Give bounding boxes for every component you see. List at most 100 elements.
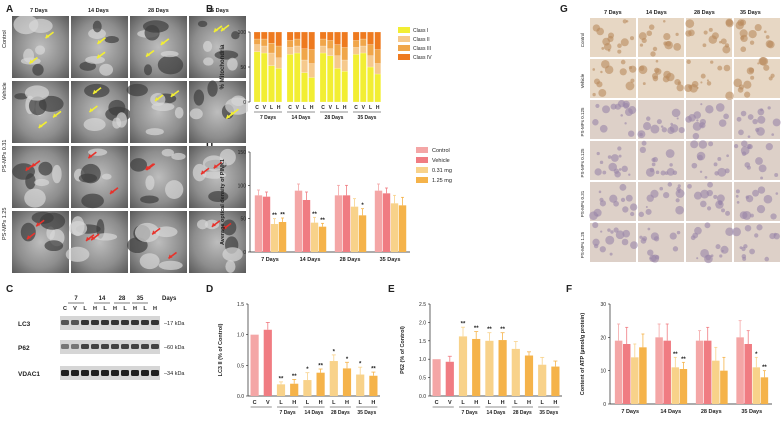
ihc-cell [774, 173, 779, 177]
blot-band [121, 320, 129, 325]
significance-star: ** [292, 374, 297, 380]
ihc-cell [746, 165, 751, 170]
b-bar-segment [367, 31, 374, 45]
ihc-cell [758, 164, 767, 173]
b-bar-segment [360, 38, 367, 47]
ihc-cell [723, 64, 731, 72]
tem-organelle [204, 219, 220, 230]
y-tick-label: 150 [238, 150, 247, 156]
tem-organelle [139, 253, 160, 270]
ihc-cell [647, 249, 654, 256]
b-y-tick-label: 0 [243, 100, 246, 106]
arrowhead-icon [109, 189, 114, 194]
tem-organelle [99, 63, 114, 76]
ihc-cell [596, 151, 600, 156]
bar [398, 205, 407, 252]
ihc-cell [769, 233, 776, 240]
group-label: 7 Days [462, 410, 478, 416]
ihc-cell [640, 238, 647, 244]
bar [524, 355, 534, 396]
ihc-cell [689, 84, 698, 93]
b-bar-label: H [310, 105, 314, 111]
bar [356, 374, 365, 396]
ihc-cell [746, 67, 755, 75]
bar [382, 193, 391, 252]
ihc-cell [735, 189, 740, 194]
ihc-cell [690, 140, 699, 149]
tem-organelle [157, 55, 184, 75]
bar [445, 361, 454, 396]
blot-protein-label: P62 [18, 345, 30, 352]
b-bar-segment [261, 45, 268, 54]
ihc-cell [665, 41, 672, 47]
x-tick-label: H [501, 400, 505, 406]
b-group-label: 14 Days [292, 115, 311, 121]
ihc-cell [650, 51, 656, 57]
tem-organelle [207, 80, 218, 97]
ihc-cell [675, 189, 685, 198]
y-tick-label: 0 [603, 402, 606, 408]
ihc-cell [770, 213, 777, 220]
ihc-cell [707, 181, 713, 188]
b-bar-segment [367, 66, 374, 103]
tem-organelle [165, 180, 184, 199]
ihc-cell [667, 182, 673, 187]
ihc-image [638, 100, 684, 139]
ihc-cell [738, 129, 744, 136]
bar [671, 367, 680, 404]
arrowhead-icon [152, 230, 157, 235]
significance-star: * [333, 349, 336, 355]
tem-organelle [214, 50, 239, 60]
tem-organelle [126, 83, 148, 97]
ihc-cell [715, 200, 724, 209]
blot-band [91, 370, 99, 376]
ihc-cell [648, 24, 655, 30]
ihc-cell [676, 230, 681, 235]
ihc-cell [756, 204, 766, 214]
ihc-cell [655, 59, 659, 63]
ihc-cell [703, 30, 708, 35]
b-bar-segment [275, 57, 282, 69]
b-bar-segment [286, 40, 294, 48]
b-legend-swatch [398, 45, 410, 51]
x-tick-label: 28 Days [701, 409, 722, 415]
ihc-cell [692, 121, 702, 131]
arrowhead-icon [160, 40, 165, 45]
ihc-row-label: PS-MPs 1.25 [580, 231, 585, 258]
ihc-cell [607, 228, 611, 232]
ihc-cell [660, 125, 664, 128]
blot-lane-label: H [153, 306, 157, 312]
x-tick-label: L [541, 400, 545, 406]
panel-a-col-35: 35 Days [208, 8, 229, 14]
ihc-cell [643, 122, 652, 131]
b-bar-segment [253, 31, 261, 40]
group-label: 28 Days [331, 410, 350, 416]
significance-star: ** [320, 218, 325, 224]
tem-organelle [24, 85, 50, 101]
ihc-cell [756, 224, 763, 231]
arrowhead-icon [97, 39, 102, 44]
b-bar-segment [286, 31, 294, 41]
tem-organelle [202, 171, 227, 179]
blot-band [71, 344, 79, 349]
ihc-cell [708, 35, 718, 44]
ihc-cell [771, 133, 775, 136]
tem-organelle [171, 152, 186, 161]
b-legend-label: Class I [413, 28, 428, 34]
blot-band [141, 344, 149, 349]
b-bar-segment [374, 49, 381, 64]
blot-band [91, 320, 99, 325]
b-bar-segment [268, 52, 275, 66]
ihc-cell [697, 154, 703, 161]
ihc-cell [715, 244, 721, 250]
group-label: 28 Days [513, 410, 532, 416]
y-axis-label: Content of ATP (µmol/g protein) [580, 313, 586, 396]
ihc-cell [628, 130, 635, 137]
chart-e-p62: 0.0 0.5 1.0 1.5 2.0 2.5 P62 (% of Control) C V **… [400, 302, 562, 416]
arrowhead-icon [53, 113, 58, 118]
tem-organelle [20, 222, 36, 242]
ihc-cell [619, 68, 627, 76]
ihc-cell [652, 156, 658, 163]
ihc-cell [752, 118, 758, 125]
b-bar-segment [327, 55, 334, 103]
